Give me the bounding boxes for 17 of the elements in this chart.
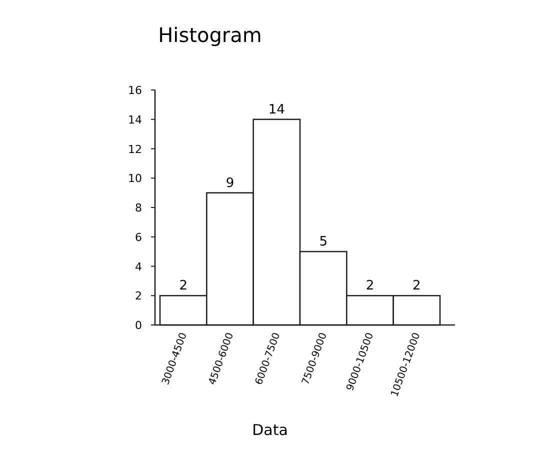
y-tick-label: 8 — [135, 202, 142, 214]
y-tick-label: 10 — [128, 172, 142, 186]
y-tick-label: 12 — [128, 142, 142, 156]
y-tick-label: 0 — [135, 319, 142, 332]
y-tick-label: 16 — [128, 84, 142, 97]
data-label: 2 — [412, 278, 421, 294]
y-tick-label: 14 — [128, 113, 142, 126]
y-tick-label: 4 — [135, 260, 142, 274]
data-label: 14 — [268, 102, 285, 118]
data-label: 2 — [366, 278, 374, 294]
data-label: 5 — [319, 234, 328, 250]
data-label: 9 — [226, 176, 234, 191]
data-label: 2 — [179, 278, 188, 294]
x-axis-title: Data — [252, 421, 288, 439]
chart-title: Histogram — [158, 23, 262, 47]
y-tick-label: 2 — [135, 290, 142, 303]
y-tick-label: 6 — [135, 230, 142, 244]
